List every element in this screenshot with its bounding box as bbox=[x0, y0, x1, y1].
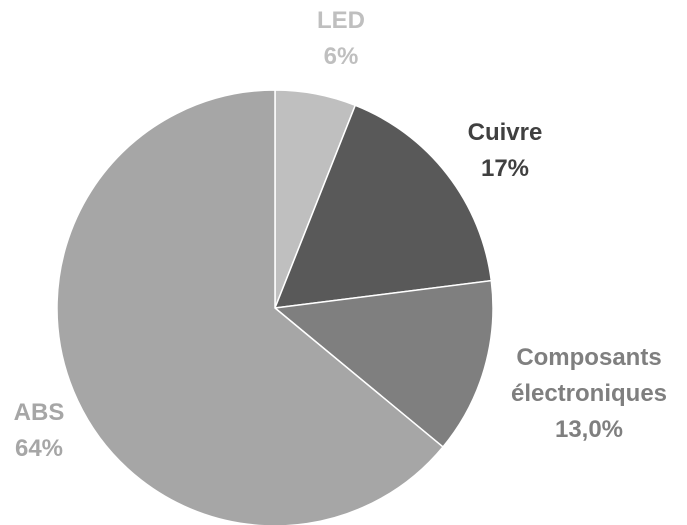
slice-name-label: électroniques bbox=[511, 380, 667, 407]
pie-slice-abs bbox=[56, 89, 445, 525]
slice-name-label: Cuivre bbox=[468, 119, 543, 146]
slice-label-abs: ABS 64% bbox=[14, 399, 65, 462]
slice-value-label: 64% bbox=[15, 435, 63, 462]
slice-value-label: 17% bbox=[481, 155, 529, 182]
slice-name-label: ABS bbox=[14, 399, 65, 426]
slice-label-composants-electroniques: Composants électroniques 13,0% bbox=[511, 344, 667, 443]
slice-value-label: 6% bbox=[324, 43, 359, 70]
pie-slice-cuivre bbox=[273, 104, 493, 309]
pie-slices bbox=[56, 89, 494, 525]
slice-value-label: 13,0% bbox=[555, 416, 623, 443]
slice-name-label: Composants bbox=[516, 344, 661, 371]
slice-label-led: LED 6% bbox=[317, 7, 365, 70]
slice-name-label: LED bbox=[317, 7, 365, 34]
slice-label-cuivre: Cuivre 17% bbox=[468, 119, 543, 182]
pie-slice-composants-electroniques bbox=[273, 279, 494, 449]
pie-labels: LED 6% Cuivre 17% Composants électroniques 13,… bbox=[14, 7, 667, 462]
